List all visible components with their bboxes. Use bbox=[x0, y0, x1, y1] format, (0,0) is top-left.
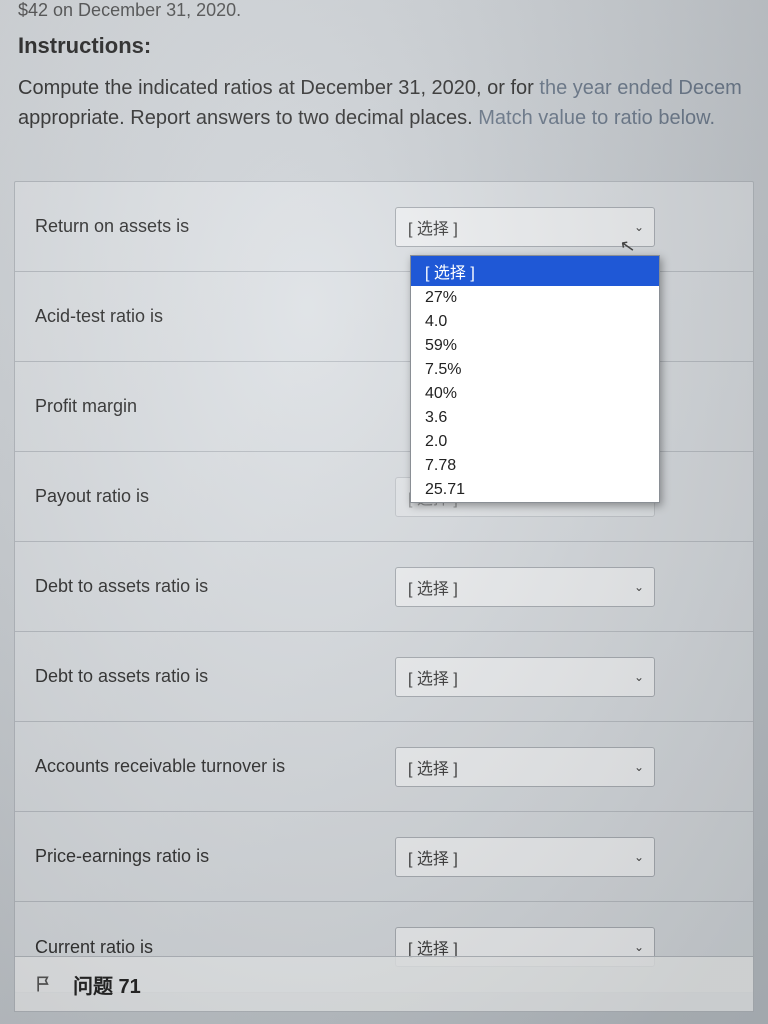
ratio-row: Price-earnings ratio is [ 选择 ] ⌄ bbox=[15, 812, 753, 902]
instructions-part-a: Compute the indicated ratios at December… bbox=[18, 77, 539, 99]
dropdown-option[interactable]: 27% bbox=[411, 286, 659, 310]
select-value: [ 选择 ] bbox=[408, 575, 458, 599]
ratio-label: Debt to assets ratio is bbox=[35, 576, 395, 597]
dropdown-option[interactable]: 4.0 bbox=[411, 310, 659, 334]
ratio-label: Price-earnings ratio is bbox=[35, 846, 395, 867]
ratio-row: Accounts receivable turnover is [ 选择 ] ⌄ bbox=[15, 722, 753, 812]
chevron-down-icon: ⌄ bbox=[634, 580, 644, 594]
dropdown-option[interactable]: 25.71 bbox=[411, 478, 659, 502]
dropdown-option[interactable]: 3.6 bbox=[411, 406, 659, 430]
ratio-select-pe[interactable]: [ 选择 ] ⌄ bbox=[395, 837, 655, 877]
ratio-label: Accounts receivable turnover is bbox=[35, 756, 395, 777]
dropdown-option[interactable]: [ 选择 ] bbox=[411, 256, 659, 286]
ratio-label: Current ratio is bbox=[35, 937, 395, 958]
select-value: [ 选择 ] bbox=[408, 755, 458, 779]
ratio-label: Debt to assets ratio is bbox=[35, 666, 395, 687]
ratio-select-dropdown-open[interactable]: [ 选择 ] 27% 4.0 59% 7.5% 40% 3.6 2.0 7.78… bbox=[410, 255, 660, 503]
chevron-down-icon: ⌄ bbox=[634, 850, 644, 864]
dropdown-option[interactable]: 2.0 bbox=[411, 430, 659, 454]
chevron-down-icon: ⌄ bbox=[634, 670, 644, 684]
question-nav-bar: 问题 71 bbox=[14, 956, 754, 1012]
select-value: [ 选择 ] bbox=[408, 845, 458, 869]
dropdown-option[interactable]: 59% bbox=[411, 334, 659, 358]
ratio-select-debt-to-assets-2[interactable]: [ 选择 ] ⌄ bbox=[395, 657, 655, 697]
instructions-heading: Instructions: bbox=[18, 33, 750, 59]
instructions-fade-2: Match value to ratio below. bbox=[478, 107, 715, 129]
chevron-down-icon: ⌄ bbox=[634, 220, 644, 234]
ratio-select-ar-turnover[interactable]: [ 选择 ] ⌄ bbox=[395, 747, 655, 787]
ratio-select-debt-to-assets-1[interactable]: [ 选择 ] ⌄ bbox=[395, 567, 655, 607]
ratio-label: Payout ratio is bbox=[35, 486, 395, 507]
ratio-label: Profit margin bbox=[35, 396, 395, 417]
instructions-text: Compute the indicated ratios at December… bbox=[18, 73, 750, 133]
ratio-row: Debt to assets ratio is [ 选择 ] ⌄ bbox=[15, 632, 753, 722]
select-value: [ 选择 ] bbox=[408, 665, 458, 689]
instructions-fade-1: the year ended Decem bbox=[539, 77, 741, 99]
instructions-part-b: appropriate. Report answers to two decim… bbox=[18, 107, 478, 129]
chevron-down-icon: ⌄ bbox=[634, 760, 644, 774]
ratio-label: Acid-test ratio is bbox=[35, 306, 395, 327]
ratio-select-return-on-assets[interactable]: [ 选择 ] ⌄ bbox=[395, 207, 655, 247]
chevron-down-icon: ⌄ bbox=[634, 940, 644, 954]
question-number-label: 问题 71 bbox=[73, 970, 141, 999]
ratio-label: Return on assets is bbox=[35, 216, 395, 237]
select-value: [ 选择 ] bbox=[408, 215, 458, 239]
dropdown-option[interactable]: 7.78 bbox=[411, 454, 659, 478]
dropdown-option[interactable]: 7.5% bbox=[411, 358, 659, 382]
dropdown-option[interactable]: 40% bbox=[411, 382, 659, 406]
context-cutoff-line: $42 on December 31, 2020. bbox=[18, 0, 750, 21]
flag-icon[interactable] bbox=[33, 973, 55, 995]
ratio-row: Debt to assets ratio is [ 选择 ] ⌄ bbox=[15, 542, 753, 632]
